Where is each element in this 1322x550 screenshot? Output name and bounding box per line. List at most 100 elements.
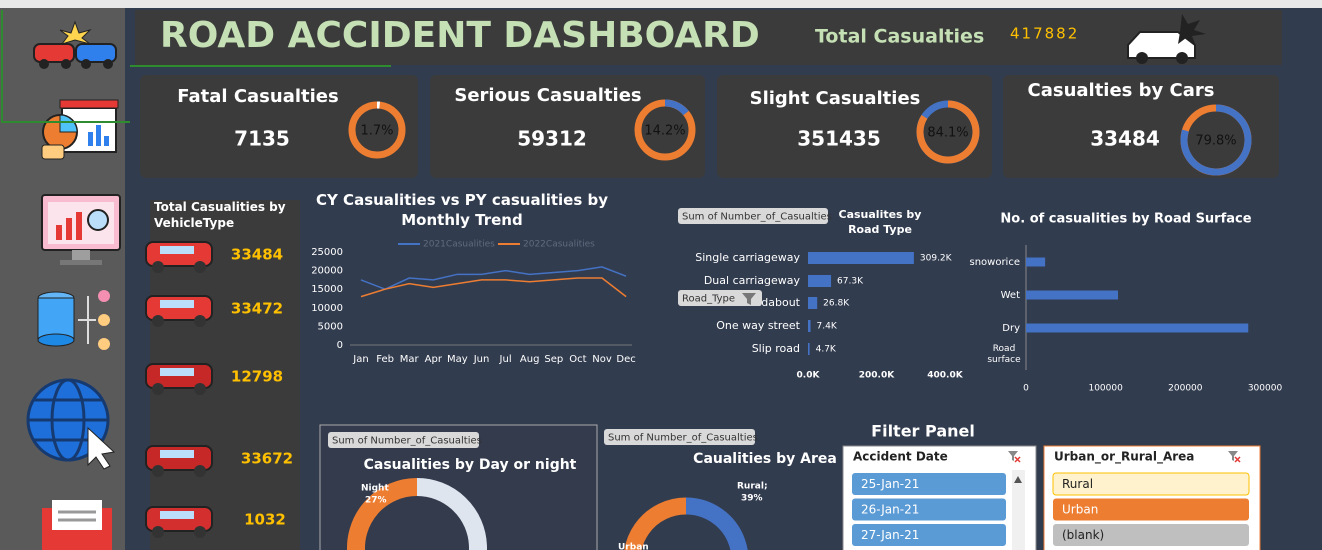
clear-filter-x[interactable]	[1014, 456, 1021, 463]
field-button	[678, 208, 828, 224]
kpi-ring-arc	[664, 99, 689, 116]
x-tick-label: Mar	[400, 354, 420, 365]
y-tick-label: 25000	[311, 247, 343, 258]
chart-title: CY Casualities vs PY casualities by Mont…	[315, 191, 609, 230]
kpi-card	[430, 75, 705, 178]
legend-label: 2022Casualities	[523, 240, 595, 250]
chart-title: No. of casualities by Road Surface	[1000, 212, 1251, 227]
x-tick-label: Jun	[473, 354, 490, 365]
slicer-item[interactable]	[852, 498, 1006, 521]
total-value: 417882	[1010, 25, 1079, 43]
total-label: Total Casualties	[815, 26, 984, 48]
x-tick-label: Sep	[544, 354, 563, 365]
legend-label: 2021Casualities	[423, 240, 495, 250]
data-label-value: 39%	[741, 494, 763, 504]
category-label: One way street	[716, 319, 800, 332]
axis-title: Road surface	[987, 344, 1021, 366]
donut-segment	[347, 478, 418, 550]
x-tick-label: 200.0K	[859, 371, 895, 381]
x-tick-label: Nov	[592, 354, 612, 365]
vehicle-value: 33484	[231, 246, 283, 264]
clear-filter-icon[interactable]	[1228, 451, 1238, 461]
icon-crash	[33, 20, 117, 69]
y-tick-label: 0	[337, 340, 343, 351]
value-label: 67.3K	[837, 277, 864, 287]
x-tick-label: 200000	[1168, 384, 1203, 394]
vehicle-wheel	[152, 315, 164, 327]
bar	[1026, 290, 1119, 300]
bar	[808, 275, 832, 287]
vehicle-wheel	[194, 526, 206, 538]
field-button	[604, 429, 755, 445]
x-tick-label: Dec	[616, 354, 635, 365]
sidebar	[0, 8, 125, 550]
kpi-title: Serious Casualties	[454, 85, 641, 106]
vehicle-wheel	[152, 465, 164, 477]
slicer-item[interactable]	[1052, 472, 1250, 496]
series-line	[360, 266, 627, 291]
x-tick-label: Apr	[425, 354, 443, 365]
data-label-separator: ;	[764, 482, 768, 492]
category-label: Dry	[1002, 323, 1020, 334]
vehicle-value: 33672	[241, 450, 293, 468]
slicer-item[interactable]	[852, 524, 1006, 546]
kpi-title: Fatal Casualties	[177, 86, 338, 107]
category-label: Slip road	[752, 342, 800, 355]
x-tick-label: 400.0K	[927, 371, 963, 381]
bar	[808, 297, 818, 309]
bar	[808, 320, 811, 332]
filter-button[interactable]	[678, 290, 762, 306]
icon-monitor	[41, 194, 121, 265]
vehicle-window	[160, 368, 194, 376]
value-label: 26.8K	[823, 299, 850, 309]
x-tick-label: May	[447, 354, 468, 365]
slicer-title: Urban_or_Rural_Area	[1054, 450, 1194, 465]
category-label: Dual carriageway	[704, 274, 801, 287]
category-label: Single carriageway	[695, 251, 800, 264]
kpi-title: Slight Casualties	[750, 88, 921, 109]
x-tick-label: Jan	[352, 354, 368, 365]
vehicle-wheel	[152, 526, 164, 538]
slicer-item-label: Rural	[1062, 477, 1093, 491]
bar	[1026, 257, 1046, 267]
vehicle-window	[160, 511, 194, 519]
vehicle-window	[160, 246, 194, 254]
field-button-label: Sum of Number_of_Casualties	[682, 212, 832, 223]
category-label: Wet	[1001, 290, 1020, 301]
vehicle-wheel	[194, 261, 206, 273]
slicer-item-label: (blank)	[1062, 528, 1104, 542]
slicer-item-label: 26-Jan-21	[861, 503, 919, 517]
icon-mail	[42, 500, 112, 550]
clear-filter-icon[interactable]	[1008, 451, 1018, 461]
bar	[808, 252, 914, 264]
kpi-card	[717, 75, 992, 178]
vehicle-title: Total Casualities by VehicleType	[154, 200, 286, 231]
x-tick-label: 300000	[1248, 384, 1283, 394]
x-tick-label: Oct	[569, 354, 586, 365]
x-tick-label: 0	[1023, 384, 1029, 394]
vehicle-wheel	[194, 383, 206, 395]
kpi-card	[140, 75, 418, 178]
donut-segment	[416, 478, 487, 550]
kpi-value: 7135	[234, 127, 290, 151]
field-button-label: Sum of Number_of_Casualties	[608, 433, 758, 444]
slicer-item[interactable]	[852, 473, 1006, 495]
vehicle-wheel	[194, 465, 206, 477]
title: ROAD ACCIDENT DASHBOARD	[160, 15, 760, 56]
slicer-item[interactable]	[1053, 498, 1249, 521]
filter-panel-title: Filter Panel	[871, 422, 975, 441]
value-label: 4.7K	[816, 345, 837, 355]
icon-database	[37, 290, 110, 350]
x-tick-label: 100000	[1088, 384, 1123, 394]
y-tick-label: 5000	[318, 321, 343, 332]
x-tick-label: Jul	[499, 354, 512, 365]
scroll-arrow	[1014, 476, 1022, 483]
y-tick-label: 10000	[311, 303, 343, 314]
slicer-item[interactable]	[1053, 524, 1249, 546]
data-label-value: 27%	[365, 496, 387, 506]
clear-filter-x[interactable]	[1234, 456, 1241, 463]
kpi-card	[1003, 75, 1279, 178]
header-box	[135, 10, 1282, 65]
y-tick-label: 20000	[311, 266, 343, 277]
